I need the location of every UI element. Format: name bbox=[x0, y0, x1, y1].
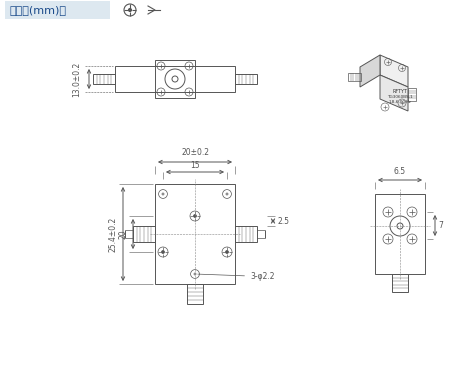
Circle shape bbox=[128, 9, 132, 12]
Bar bbox=[155, 60, 195, 98]
Bar bbox=[187, 284, 203, 304]
Circle shape bbox=[193, 214, 197, 217]
Bar bbox=[93, 74, 115, 84]
Text: 2.5: 2.5 bbox=[277, 217, 289, 226]
Bar bbox=[133, 226, 155, 242]
Text: 15: 15 bbox=[190, 161, 200, 170]
Circle shape bbox=[226, 251, 228, 254]
Text: 20: 20 bbox=[118, 229, 127, 239]
Polygon shape bbox=[360, 55, 380, 87]
Circle shape bbox=[162, 251, 164, 254]
Text: RFTYT: RFTYT bbox=[392, 89, 408, 93]
Text: 外形图(mm)：: 外形图(mm)： bbox=[9, 5, 66, 15]
Text: 20±0.2: 20±0.2 bbox=[181, 148, 209, 157]
Bar bbox=[235, 226, 257, 242]
Bar bbox=[115, 66, 235, 92]
Polygon shape bbox=[380, 55, 408, 87]
Text: 25.4±0.2: 25.4±0.2 bbox=[108, 216, 117, 252]
Text: TG3060BS-1: TG3060BS-1 bbox=[387, 95, 413, 99]
Polygon shape bbox=[380, 75, 408, 111]
Bar bbox=[375, 194, 425, 274]
Text: 7: 7 bbox=[438, 221, 443, 230]
Bar bbox=[408, 88, 416, 101]
Bar bbox=[235, 74, 257, 84]
Text: 3-φ2.2: 3-φ2.2 bbox=[198, 272, 275, 281]
Bar bbox=[155, 184, 235, 284]
Bar bbox=[5, 1, 110, 19]
Bar bbox=[392, 274, 408, 292]
Text: 6.5: 6.5 bbox=[394, 167, 406, 176]
Text: 13.0±0.2: 13.0±0.2 bbox=[72, 61, 81, 96]
Bar bbox=[348, 73, 361, 81]
Text: 1.8-6.0GHz: 1.8-6.0GHz bbox=[389, 100, 411, 104]
